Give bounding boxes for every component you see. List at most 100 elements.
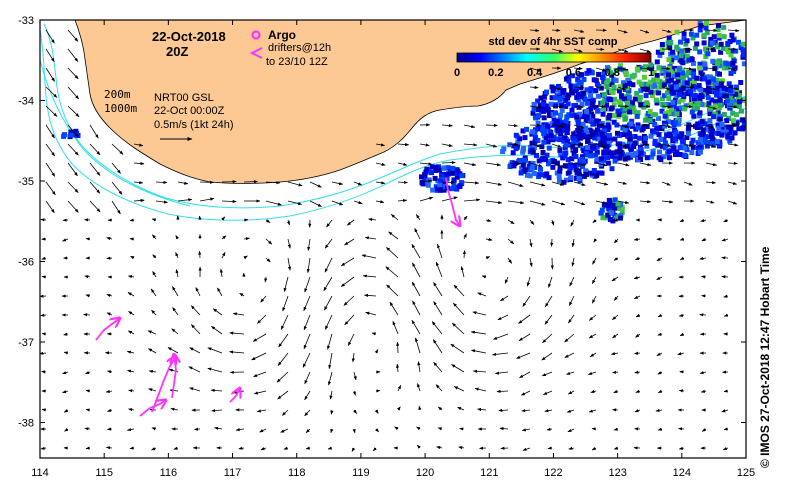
current-arrow [639,142,650,147]
sst-cell [668,69,674,75]
current-arrow [617,124,629,129]
sst-cell [691,71,697,77]
current-arrow [67,48,79,62]
sst-cell [550,88,556,94]
sst-cell [729,48,735,54]
current-arrow [529,219,535,225]
sst-cell [541,94,547,100]
sst-cell [656,132,662,138]
current-arrow [569,276,575,287]
sst-cell [635,125,641,131]
current-arrow [573,48,583,53]
current-arrow [45,48,55,63]
current-arrow [45,105,58,117]
sst-cell [642,74,647,80]
current-arrow [326,219,333,228]
current-arrow [613,427,619,431]
sst-cell [657,52,663,58]
current-arrow [661,143,672,148]
current-arrow [564,352,575,358]
sst-cell [586,134,592,140]
sst-cell [588,128,594,134]
sst-cell [634,90,640,96]
current-arrow [127,428,135,432]
sst-cell [547,113,553,118]
current-arrow [453,284,465,297]
sst-cell [727,95,733,101]
sst-cell [691,68,696,74]
sst-cell [581,173,587,179]
sst-cell [709,132,714,138]
sst-cell [422,173,428,179]
current-arrow [287,181,303,187]
sst-cell [618,149,624,155]
sst-cell [616,88,622,94]
current-arrow [564,333,575,343]
sst-cell [608,106,614,112]
current-arrow [306,257,311,274]
current-arrow [243,237,250,241]
sst-cell [617,141,622,147]
current-arrow [280,428,289,433]
sst-cell [565,139,570,145]
sst-cell [604,84,610,89]
current-arrow [175,235,179,240]
sst-cell [616,99,622,105]
colorbar-tick-label: 0 [454,67,460,79]
current-arrow [432,339,443,354]
sst-cell [654,73,660,78]
sst-cell [588,143,594,149]
current-arrow [701,428,707,432]
current-arrow [303,333,311,350]
current-arrow [304,371,311,385]
sst-cell [577,129,583,135]
current-arrow [529,257,533,267]
sst-cell [680,85,686,91]
sst-cell [558,112,563,118]
current-arrow [239,292,245,297]
current-arrow [588,371,597,375]
sst-cell [716,23,721,29]
current-arrow [170,407,179,411]
current-arrow [526,276,531,287]
x-tick-label: 120 [416,467,434,479]
sst-cell [699,94,705,100]
current-arrow [567,390,575,395]
sst-cell [563,118,569,124]
current-arrow [683,47,693,51]
sst-cell [661,82,667,88]
sst-cell [438,178,444,184]
sst-cell [672,120,678,126]
sst-cell [585,100,590,106]
current-arrow [705,66,717,71]
current-arrow [340,276,355,287]
current-arrow [260,447,267,451]
sst-cell [544,171,550,177]
sst-cell [437,182,443,188]
sst-cell [606,96,612,102]
current-arrow [617,67,627,71]
sst-cell [526,163,532,169]
sst-cell [552,122,558,128]
current-arrow [639,86,649,90]
current-arrow [656,276,663,281]
current-arrow [327,333,333,350]
sst-cell [577,172,582,178]
sst-cell [540,150,546,155]
current-arrow [133,161,145,166]
sst-cell [707,111,713,117]
sst-cell [667,40,673,46]
current-arrow [323,276,333,292]
current-arrow [612,333,619,339]
current-arrow [264,276,268,283]
sst-cell [625,101,631,107]
sst-cell [686,122,692,128]
sst-cell [679,97,685,103]
sst-cell [621,132,627,138]
current-arrow [283,276,289,293]
current-arrow [507,219,515,225]
current-arrow [683,124,695,128]
current-arrow [481,275,487,279]
current-arrow [155,200,168,204]
sst-cell [673,132,679,138]
